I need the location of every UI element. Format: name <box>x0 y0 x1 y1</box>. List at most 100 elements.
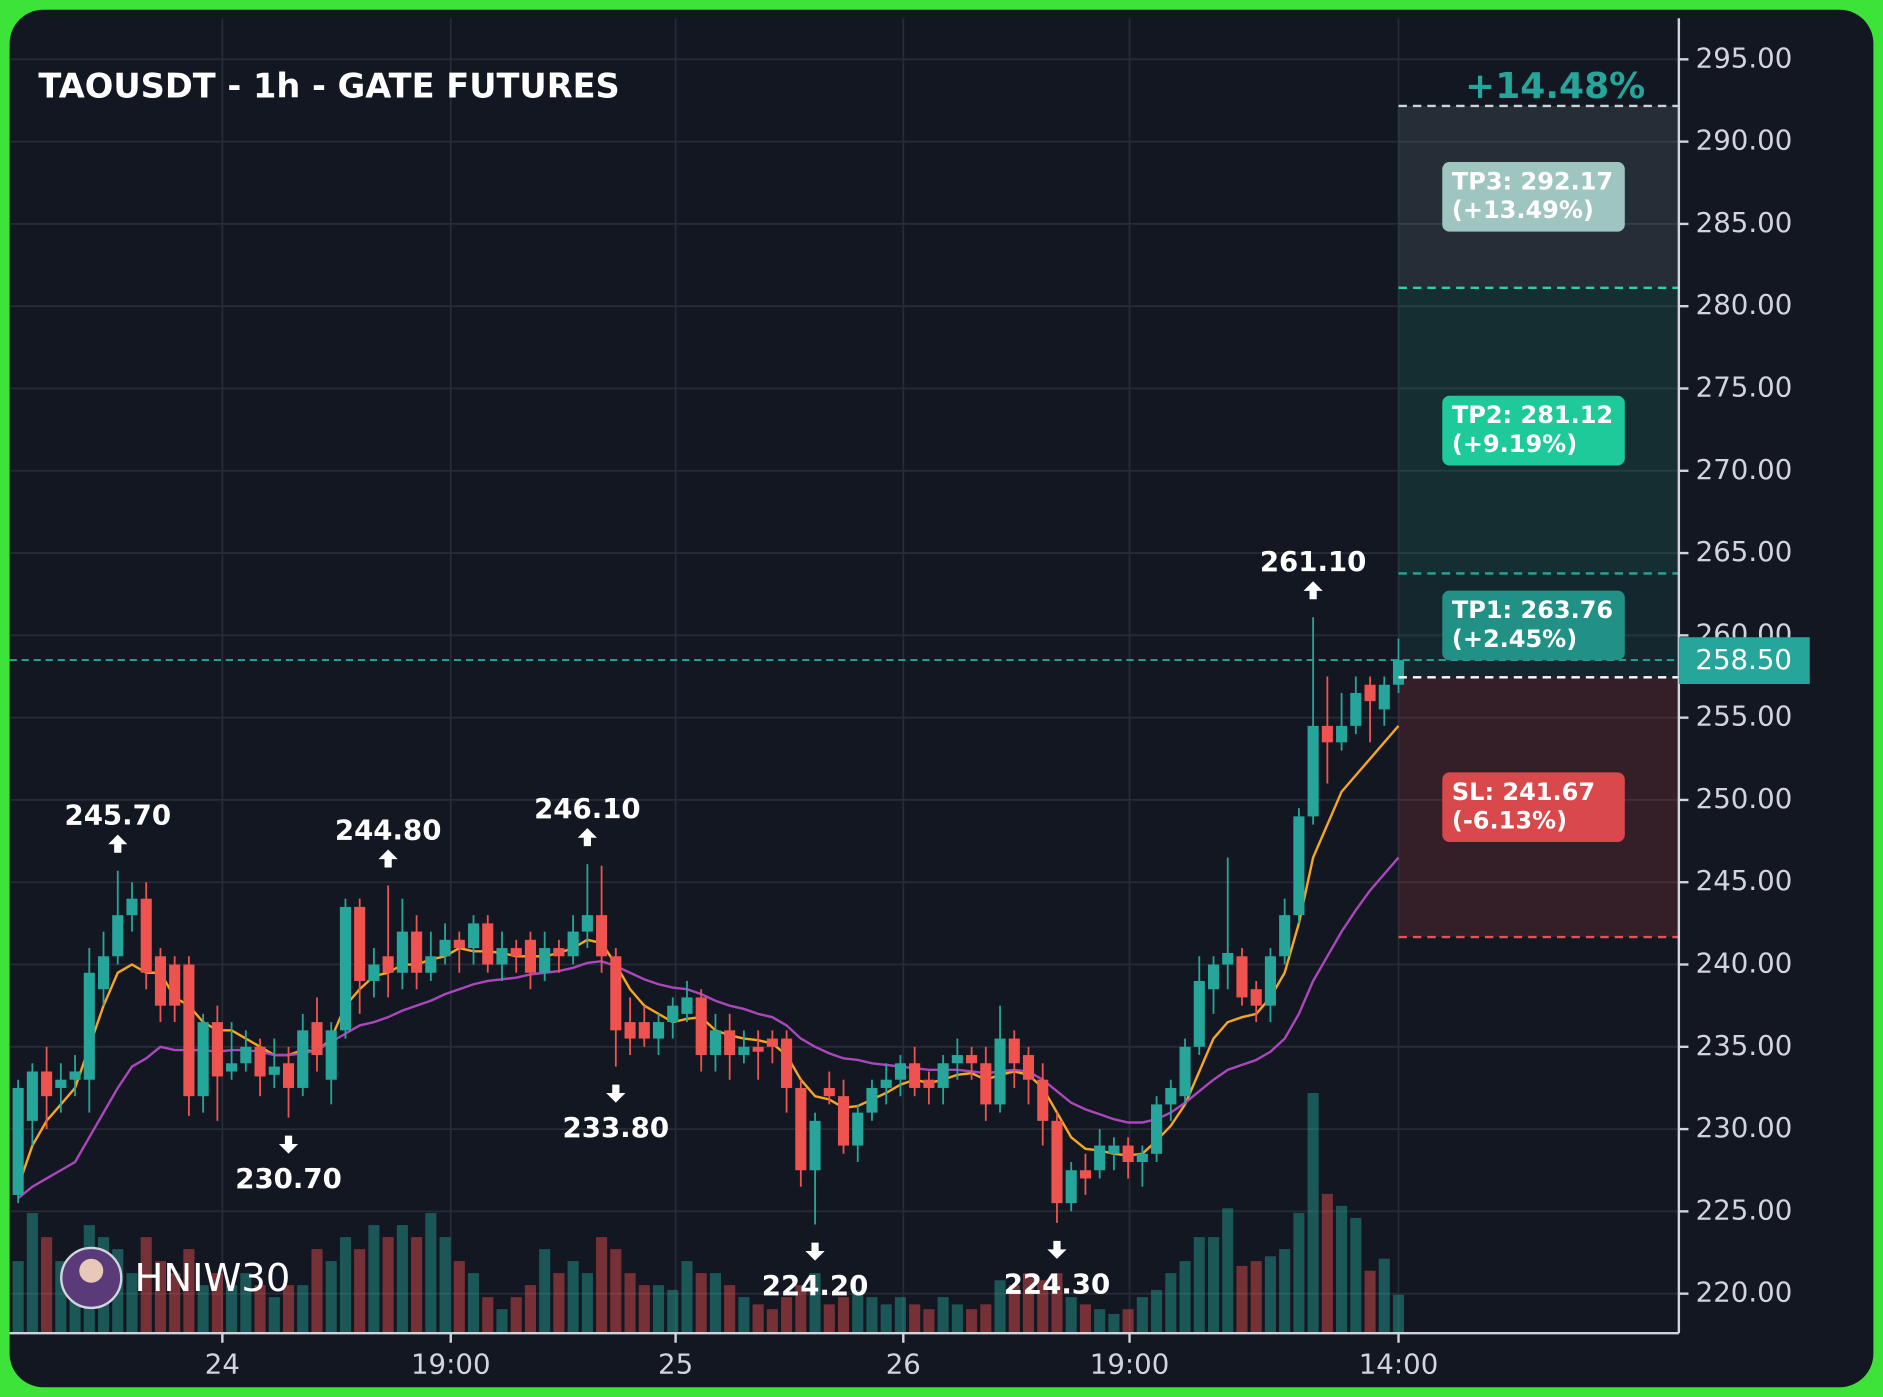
candle-body <box>994 1038 1006 1105</box>
candle-body <box>268 1066 280 1075</box>
volume-bar <box>909 1304 921 1334</box>
volume-bar <box>1065 1297 1077 1334</box>
swing-low-label: 224.30 <box>1004 1267 1111 1300</box>
volume-bar <box>795 1285 807 1334</box>
candle-body <box>1037 1079 1049 1121</box>
y-tick-label: 230.00 <box>1696 1111 1793 1144</box>
volume-bar <box>809 1273 821 1334</box>
volume-bar <box>1079 1304 1091 1334</box>
watermark: HNIW30 <box>135 1256 291 1301</box>
x-tick-label: 25 <box>658 1348 693 1381</box>
volume-bar <box>1037 1280 1049 1334</box>
volume-bar <box>524 1285 536 1334</box>
x-tick-label: 26 <box>886 1348 921 1381</box>
volume-bar <box>55 1261 67 1334</box>
candle-body <box>596 915 608 957</box>
candle-body <box>1321 725 1333 743</box>
volume-bar <box>695 1273 707 1334</box>
volume-bar <box>268 1297 280 1334</box>
volume-bar <box>496 1309 508 1334</box>
candle-body <box>510 948 522 957</box>
swing-high-label: 244.80 <box>335 813 442 846</box>
candle-body <box>183 964 195 1097</box>
candle-body <box>1350 692 1362 726</box>
candle-body <box>467 923 480 949</box>
volume-bar <box>425 1213 437 1334</box>
volume-bar <box>709 1273 721 1334</box>
y-tick-label: 245.00 <box>1696 864 1793 897</box>
swing-low-label: 230.70 <box>235 1162 342 1195</box>
volume-bar <box>311 1249 323 1334</box>
candle-body <box>140 898 152 973</box>
candle-body <box>1222 952 1234 965</box>
candle-body <box>752 1046 764 1052</box>
candle-body <box>1151 1104 1163 1154</box>
target-change: (+9.19%) <box>1452 430 1577 458</box>
candle-body <box>439 939 451 957</box>
swing-low-arrow <box>606 1084 626 1103</box>
candle-body <box>681 997 693 1014</box>
stop-label: SL: 241.67 <box>1452 778 1595 806</box>
volume-bar <box>439 1237 451 1334</box>
target-box <box>1442 590 1625 661</box>
volume-bar <box>1108 1313 1120 1334</box>
volume-bar <box>510 1297 522 1334</box>
candle-body <box>297 1030 309 1088</box>
volume-bar <box>1350 1217 1362 1334</box>
volume-bar <box>169 1273 181 1334</box>
volume-bar <box>766 1309 778 1334</box>
candle-body <box>26 1071 38 1121</box>
swing-low-arrow <box>1047 1240 1067 1259</box>
candle-body <box>1392 660 1405 685</box>
volume-bar <box>1094 1309 1106 1334</box>
candle-body <box>1051 1120 1063 1204</box>
volume-bar <box>453 1261 465 1334</box>
max-change: +14.48% <box>1465 66 1645 107</box>
volume-bar <box>652 1285 665 1334</box>
volume-bar <box>282 1285 295 1334</box>
moving-average <box>17 725 1400 1188</box>
candle-body <box>240 1046 252 1064</box>
volume-bar <box>126 1273 138 1334</box>
current-price-label: 258.50 <box>1695 643 1792 676</box>
y-tick-label: 235.00 <box>1696 1029 1793 1062</box>
candle-body <box>453 939 465 949</box>
stop-box <box>1442 772 1625 843</box>
candle-body <box>41 1071 53 1097</box>
volume-bar <box>837 1297 850 1334</box>
volume-bar <box>69 1285 81 1334</box>
candle-body <box>624 1022 636 1039</box>
volume-bar <box>852 1289 864 1334</box>
candle-body <box>1307 725 1319 817</box>
candle-body <box>581 915 593 932</box>
candle-body <box>1378 684 1390 710</box>
candle-body <box>1193 980 1205 1047</box>
x-tick-label: 24 <box>205 1348 240 1381</box>
volume-bar <box>1022 1273 1035 1334</box>
candle-body <box>254 1046 266 1077</box>
volume-bar <box>937 1297 949 1334</box>
candle-body <box>667 1005 679 1023</box>
candle-body <box>766 1038 778 1047</box>
candle-body <box>880 1079 892 1088</box>
volume-bar <box>1378 1258 1390 1334</box>
volume-bar <box>681 1261 693 1334</box>
target-label: TP3: 292.17 <box>1452 167 1613 195</box>
volume-bar <box>880 1304 892 1334</box>
candle-body <box>923 1079 935 1088</box>
candle-body <box>524 939 536 973</box>
candle-body <box>12 1087 24 1195</box>
volume-bar <box>1321 1193 1333 1334</box>
stop-change: (-6.13%) <box>1452 807 1567 835</box>
volume-bar <box>1293 1213 1305 1334</box>
volume-bar <box>567 1261 579 1334</box>
volume-bar <box>1207 1237 1220 1334</box>
chart-title: TAOUSDT - 1h - GATE FUTURES <box>38 66 619 105</box>
x-tick-label: 14:00 <box>1359 1348 1439 1381</box>
y-tick-label: 280.00 <box>1696 288 1793 321</box>
volume-bar <box>254 1285 266 1334</box>
candle-body <box>1094 1145 1106 1171</box>
volume-bar <box>297 1285 309 1334</box>
x-tick-label: 19:00 <box>1090 1348 1170 1381</box>
candle-body <box>695 997 707 1056</box>
